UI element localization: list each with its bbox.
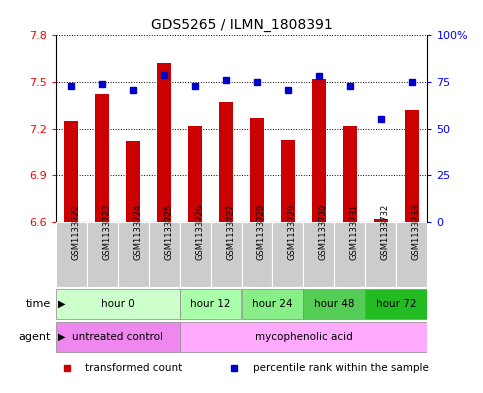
Bar — [219, 102, 233, 222]
Text: GSM1133722: GSM1133722 — [71, 204, 80, 260]
Bar — [180, 222, 211, 287]
Bar — [303, 222, 334, 287]
Text: ▶: ▶ — [58, 332, 66, 342]
Text: transformed count: transformed count — [85, 363, 183, 373]
Bar — [86, 222, 117, 287]
Bar — [242, 288, 303, 319]
Text: hour 0: hour 0 — [100, 299, 134, 309]
Text: GSM1133726: GSM1133726 — [195, 204, 204, 260]
Text: agent: agent — [18, 332, 51, 342]
Text: GSM1133733: GSM1133733 — [412, 204, 421, 260]
Text: untreated control: untreated control — [72, 332, 163, 342]
Bar — [56, 288, 180, 319]
Bar — [56, 222, 86, 287]
Text: GSM1133725: GSM1133725 — [164, 204, 173, 260]
Text: hour 24: hour 24 — [252, 299, 293, 309]
Bar — [366, 288, 427, 319]
Text: time: time — [26, 299, 51, 309]
Bar — [157, 63, 171, 222]
Text: hour 12: hour 12 — [190, 299, 231, 309]
Bar — [126, 141, 140, 222]
Bar — [272, 222, 303, 287]
Text: GSM1133731: GSM1133731 — [350, 204, 359, 260]
Text: GSM1133723: GSM1133723 — [102, 204, 111, 260]
Title: GDS5265 / ILMN_1808391: GDS5265 / ILMN_1808391 — [151, 18, 332, 31]
Bar — [334, 222, 366, 287]
Bar — [180, 322, 427, 352]
Text: ▶: ▶ — [58, 299, 66, 309]
Text: GSM1133724: GSM1133724 — [133, 204, 142, 260]
Bar — [242, 222, 272, 287]
Text: hour 48: hour 48 — [314, 299, 355, 309]
Bar — [56, 322, 180, 352]
Bar — [312, 79, 326, 222]
Bar — [343, 126, 357, 222]
Bar — [95, 94, 109, 222]
Text: percentile rank within the sample: percentile rank within the sample — [253, 363, 428, 373]
Bar — [303, 288, 366, 319]
Text: GSM1133732: GSM1133732 — [381, 204, 390, 260]
Bar — [374, 219, 388, 222]
Bar — [281, 140, 295, 222]
Text: GSM1133730: GSM1133730 — [319, 204, 328, 260]
Bar — [366, 222, 397, 287]
Bar — [149, 222, 180, 287]
Bar — [397, 222, 427, 287]
Text: GSM1133728: GSM1133728 — [257, 204, 266, 260]
Bar — [64, 121, 78, 222]
Text: mycophenolic acid: mycophenolic acid — [255, 332, 353, 342]
Bar — [188, 126, 202, 222]
Text: GSM1133727: GSM1133727 — [226, 204, 235, 260]
Text: hour 72: hour 72 — [376, 299, 417, 309]
Bar — [180, 288, 242, 319]
Text: GSM1133729: GSM1133729 — [288, 204, 297, 260]
Bar — [405, 110, 419, 222]
Bar — [250, 118, 264, 222]
Bar — [117, 222, 149, 287]
Bar — [211, 222, 242, 287]
